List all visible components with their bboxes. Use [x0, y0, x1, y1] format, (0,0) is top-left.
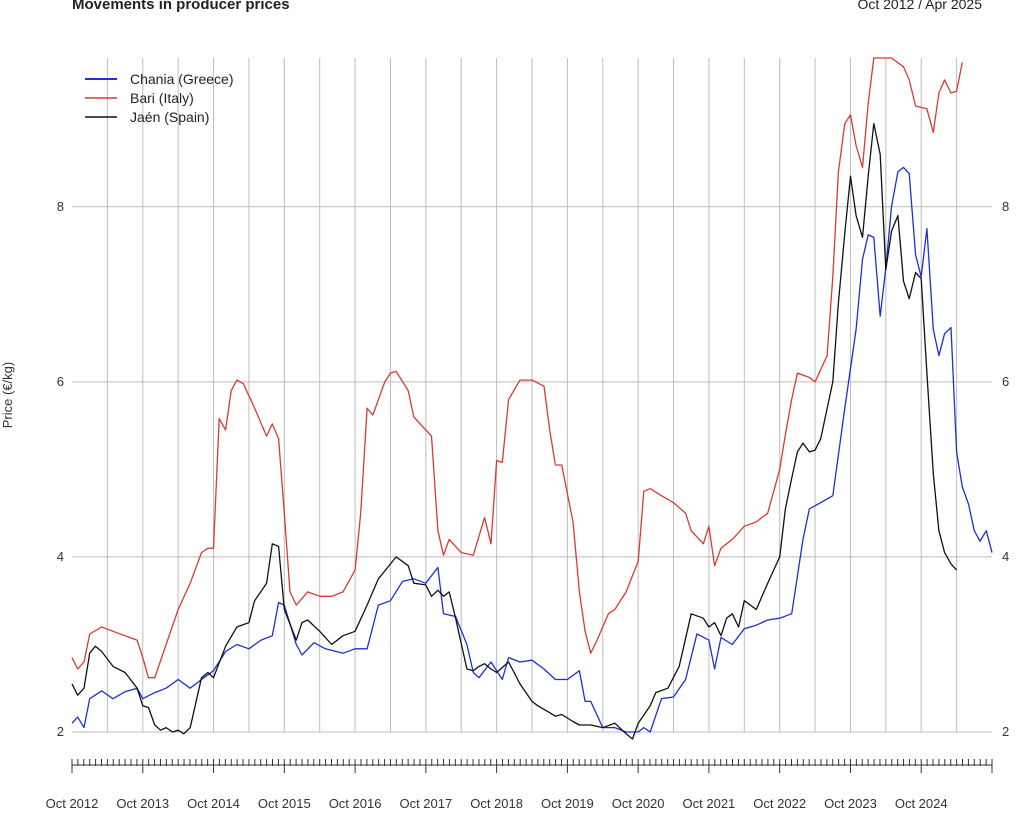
- series-line-1: [71, 166, 993, 733]
- x-tick-label: Oct 2020: [612, 796, 665, 811]
- x-tick-label: Oct 2013: [116, 796, 169, 811]
- y-tick-label-right: 6: [1002, 374, 1009, 389]
- x-tick-label: Oct 2024: [895, 796, 948, 811]
- x-tick-label: Oct 2014: [187, 796, 240, 811]
- x-tick-label: Oct 2022: [753, 796, 806, 811]
- x-tick-label: Oct 2018: [470, 796, 523, 811]
- grid-lines: [72, 58, 992, 733]
- legend: Chania (Greece) Bari (Italy) Jaén (Spain): [85, 71, 234, 125]
- chart-title: Movements in producer prices: [72, 0, 290, 13]
- y-tick-label-right: 4: [1002, 549, 1009, 564]
- series-line-3: [71, 122, 958, 740]
- date-range: Oct 2012 / Apr 2025: [857, 0, 982, 12]
- x-tick-label: Oct 2012: [46, 796, 99, 811]
- series-lines: [71, 57, 993, 740]
- legend-label-1: Chania (Greece): [130, 71, 234, 87]
- x-tick-label: Oct 2023: [824, 796, 877, 811]
- x-tick-label: Oct 2021: [683, 796, 736, 811]
- series-line-2: [71, 57, 963, 679]
- y-tick-label-right: 8: [1002, 199, 1009, 214]
- legend-label-2: Bari (Italy): [130, 90, 194, 106]
- x-tick-label: Oct 2017: [399, 796, 452, 811]
- x-tick-label: Oct 2015: [258, 796, 311, 811]
- y-axis-label: Price (€/kg): [0, 362, 15, 428]
- axes: 2 2 4 4 6 6 8 8 Oct 2012 Oct 2013 Oct 2014 Oct 2015…: [0, 199, 1009, 811]
- x-tick-label: Oct 2016: [329, 796, 382, 811]
- y-tick-label-left: 6: [57, 374, 64, 389]
- x-tick-label: Oct 2019: [541, 796, 594, 811]
- y-tick-label-right: 2: [1002, 724, 1009, 739]
- y-tick-label-left: 4: [57, 549, 64, 564]
- y-tick-label-left: 8: [57, 199, 64, 214]
- legend-label-3: Jaén (Spain): [130, 109, 209, 125]
- y-tick-label-left: 2: [57, 724, 64, 739]
